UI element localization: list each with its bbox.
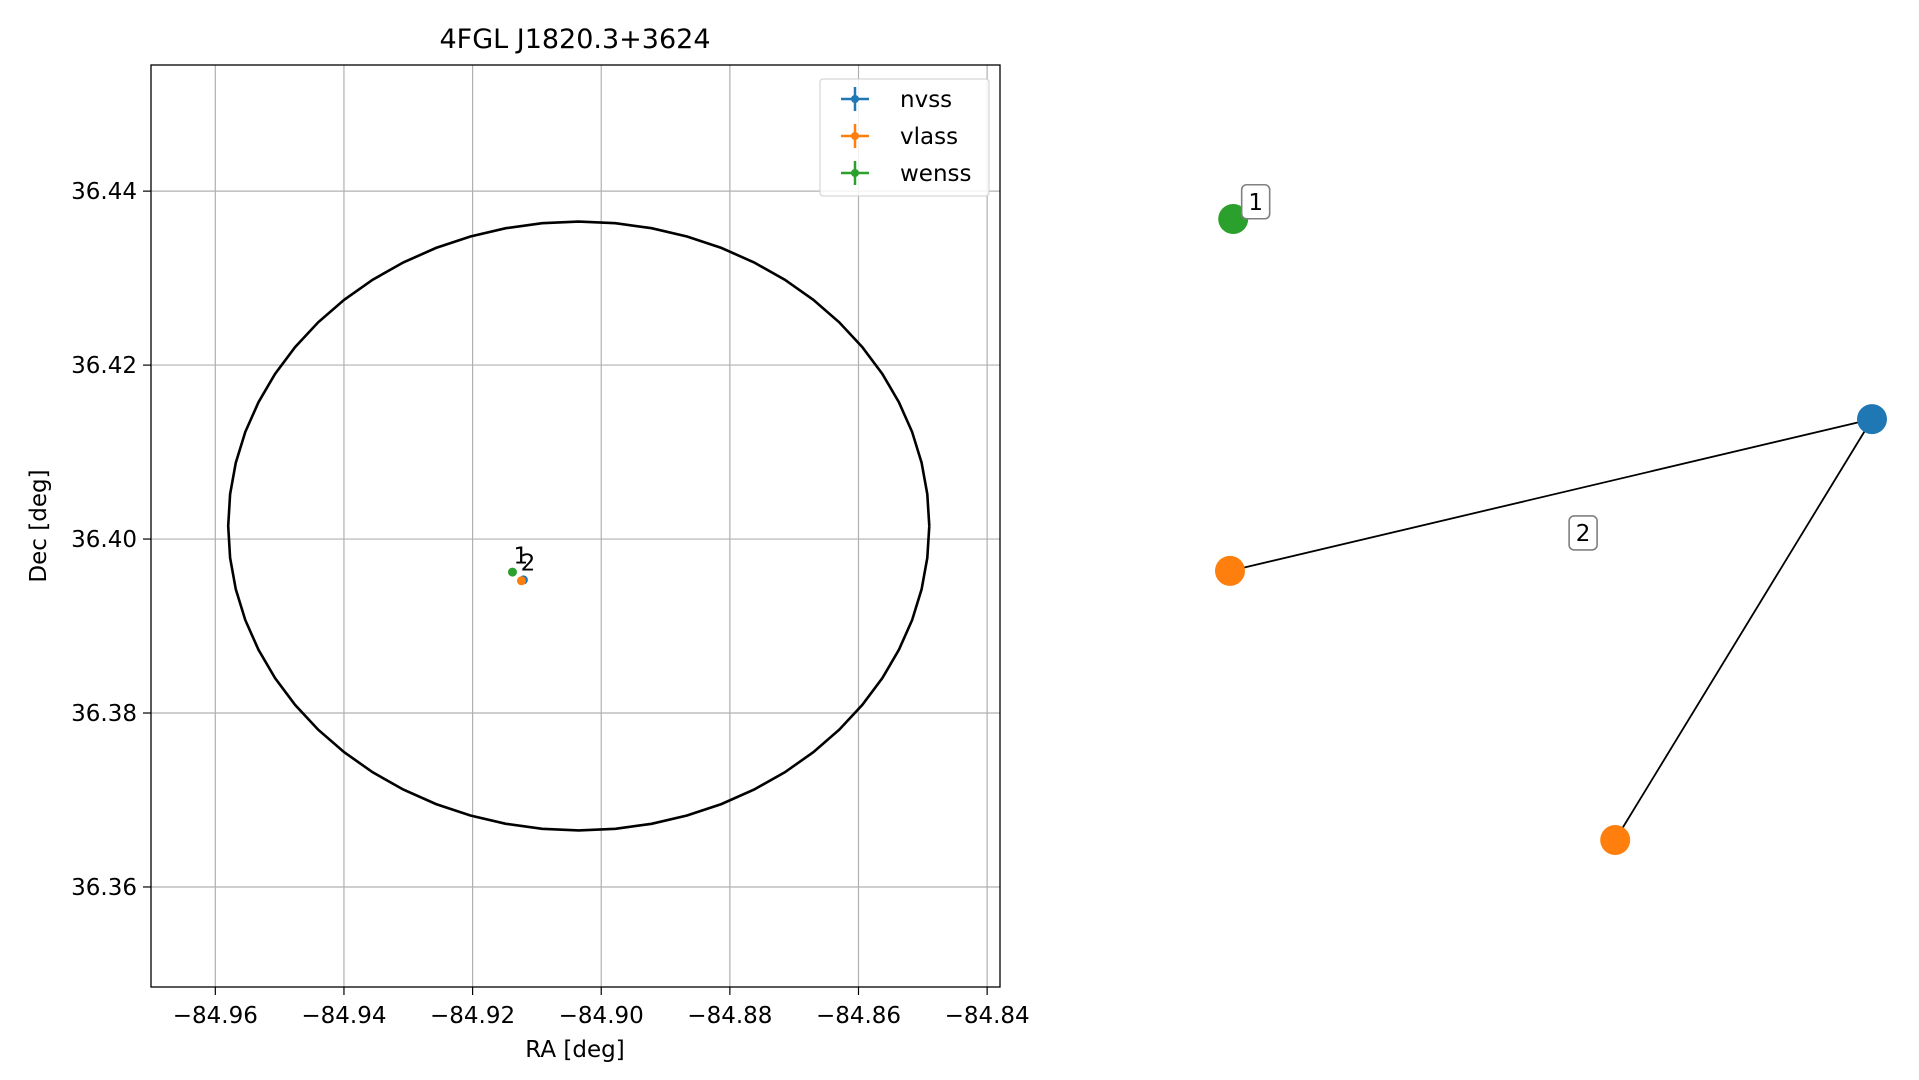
graph-node-vlass xyxy=(1215,555,1245,586)
legend-entry-wenss: wenss xyxy=(841,161,972,187)
chart-title: 4FGL J1820.3+3624 xyxy=(439,24,710,55)
y-tick-label: 36.36 xyxy=(71,875,137,901)
legend-label-nvss: nvss xyxy=(900,87,952,113)
legend-dot-nvss xyxy=(851,95,859,103)
y-tick-label: 36.38 xyxy=(71,701,137,727)
point-annotation: 1 xyxy=(514,543,529,569)
legend-label-vlass: vlass xyxy=(900,124,958,150)
axes-frame xyxy=(150,64,1001,988)
y-axis-ticks: 36.36 36.38 36.40 36.42 36.44 xyxy=(71,179,151,901)
graph-label: 2 xyxy=(1568,515,1598,551)
error-circle xyxy=(226,220,931,832)
x-axis-ticks: −84.96 −84.94 −84.92 −84.90 −84.88 −84.86 −84.… xyxy=(173,987,1030,1029)
x-tick-label: −84.90 xyxy=(559,1003,644,1029)
graph-edge xyxy=(1229,418,1873,572)
y-tick-label: 36.44 xyxy=(71,179,137,205)
legend-label-wenss: wenss xyxy=(900,161,972,187)
graph-nodes xyxy=(1215,204,1887,855)
x-axis-label: RA [deg] xyxy=(525,1037,624,1063)
point-wenss xyxy=(507,567,517,577)
x-tick-label: −84.92 xyxy=(430,1003,515,1029)
source-match-graph: 12 xyxy=(1215,183,1887,855)
error-circle-layer xyxy=(226,220,931,832)
legend: nvss vlass wenss xyxy=(819,78,990,197)
legend-entry-vlass: vlass xyxy=(841,124,958,150)
graph-node-vlass xyxy=(1600,825,1631,855)
graph-label-text: 1 xyxy=(1248,190,1263,216)
point-annotation: 2 xyxy=(521,550,536,576)
point-vlass xyxy=(516,576,526,586)
graph-node-wenss xyxy=(1218,204,1249,234)
legend-entry-nvss: nvss xyxy=(841,87,952,113)
graph-label: 1 xyxy=(1240,183,1271,220)
x-tick-label: −84.96 xyxy=(173,1003,258,1029)
legend-dot-wenss xyxy=(851,169,859,177)
graph-label-box xyxy=(1240,183,1271,220)
grid xyxy=(151,65,1000,987)
x-tick-label: −84.84 xyxy=(945,1003,1030,1029)
y-tick-label: 36.40 xyxy=(71,527,137,553)
graph-label-box xyxy=(1568,515,1598,551)
annotations: 12 xyxy=(514,543,536,576)
y-axis-label: Dec [deg] xyxy=(26,469,52,582)
graph-node-nvss xyxy=(1857,404,1887,435)
legend-box xyxy=(819,78,990,197)
graph-edges xyxy=(1229,418,1873,841)
radio-positions-chart: 12 −84.96 −84.94 −84.92 −84.90 −84.88 −84.86−… xyxy=(26,24,1030,1063)
legend-dot-vlass xyxy=(851,132,859,140)
graph-label-text: 2 xyxy=(1576,521,1591,547)
x-tick-label: −84.94 xyxy=(301,1003,386,1029)
graph-edge xyxy=(1614,418,1873,841)
y-tick-label: 36.42 xyxy=(71,353,137,379)
data-points xyxy=(507,567,528,586)
x-tick-label: −84.88 xyxy=(687,1003,772,1029)
x-tick-label: −84.86 xyxy=(816,1003,901,1029)
graph-labels: 12 xyxy=(1240,183,1598,551)
